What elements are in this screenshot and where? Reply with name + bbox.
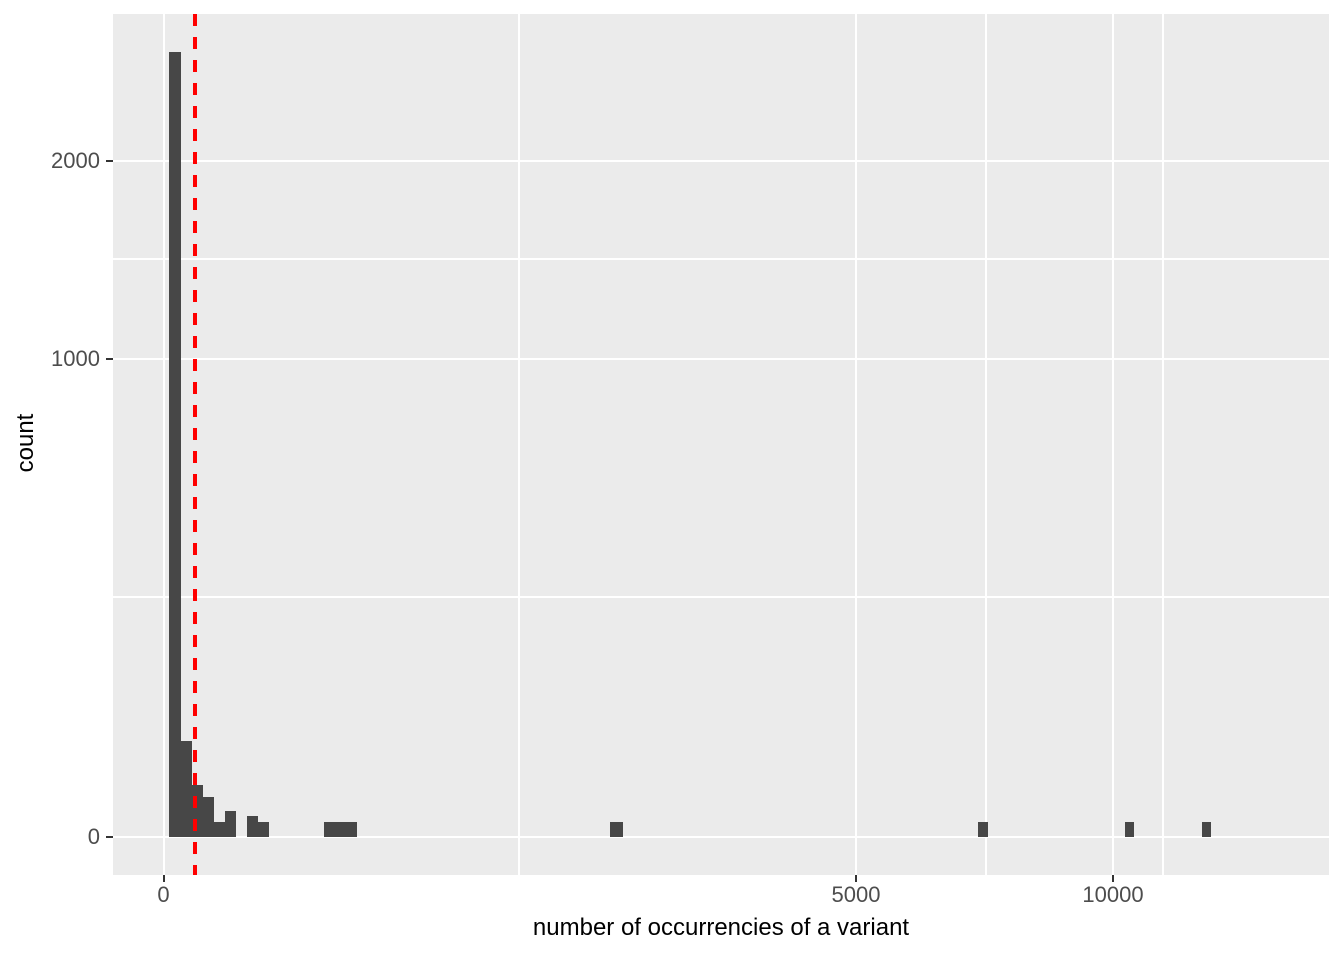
y-major-gridline bbox=[113, 358, 1329, 360]
y-minor-gridline bbox=[113, 258, 1329, 260]
histogram-bar bbox=[324, 821, 357, 837]
x-axis-title: number of occurrencies of a variant bbox=[532, 914, 910, 941]
histogram-bar bbox=[1202, 821, 1211, 837]
histogram-bar bbox=[246, 815, 258, 837]
y-major-gridline bbox=[113, 160, 1329, 162]
histogram-bar bbox=[202, 797, 214, 837]
x-major-gridline bbox=[1112, 14, 1114, 875]
x-tick-label: 10000 bbox=[1082, 882, 1144, 907]
histogram-bar bbox=[978, 821, 988, 837]
x-minor-gridline bbox=[985, 14, 987, 875]
x-tick-mark bbox=[855, 875, 857, 882]
histogram-bar bbox=[1125, 821, 1134, 837]
x-tick-mark bbox=[162, 875, 165, 882]
y-minor-gridline bbox=[113, 596, 1329, 598]
x-major-gridline bbox=[855, 14, 857, 875]
reference-vline bbox=[193, 14, 198, 875]
histogram-bar bbox=[610, 821, 623, 837]
histogram-bar bbox=[257, 821, 269, 837]
x-tick-label: 5000 bbox=[831, 882, 881, 907]
histogram-bar bbox=[168, 51, 181, 837]
histogram-bar bbox=[225, 810, 236, 837]
y-tick-label: 0 bbox=[87, 824, 100, 849]
x-tick-label: 0 bbox=[157, 882, 170, 907]
histogram-bar bbox=[180, 741, 192, 837]
x-minor-gridline bbox=[1162, 14, 1164, 875]
x-minor-gridline bbox=[518, 14, 520, 875]
x-tick-mark bbox=[1112, 875, 1114, 882]
histogram-bar bbox=[213, 821, 225, 837]
plot-panel bbox=[113, 14, 1329, 875]
y-tick-label: 1000 bbox=[51, 346, 100, 371]
y-major-gridline bbox=[113, 836, 1329, 838]
y-tick-mark bbox=[106, 836, 113, 838]
y-tick-mark bbox=[106, 358, 113, 360]
y-axis-title: count bbox=[12, 413, 39, 473]
y-tick-mark bbox=[106, 160, 113, 162]
y-tick-label: 2000 bbox=[51, 148, 100, 173]
x-major-gridline bbox=[162, 14, 165, 875]
